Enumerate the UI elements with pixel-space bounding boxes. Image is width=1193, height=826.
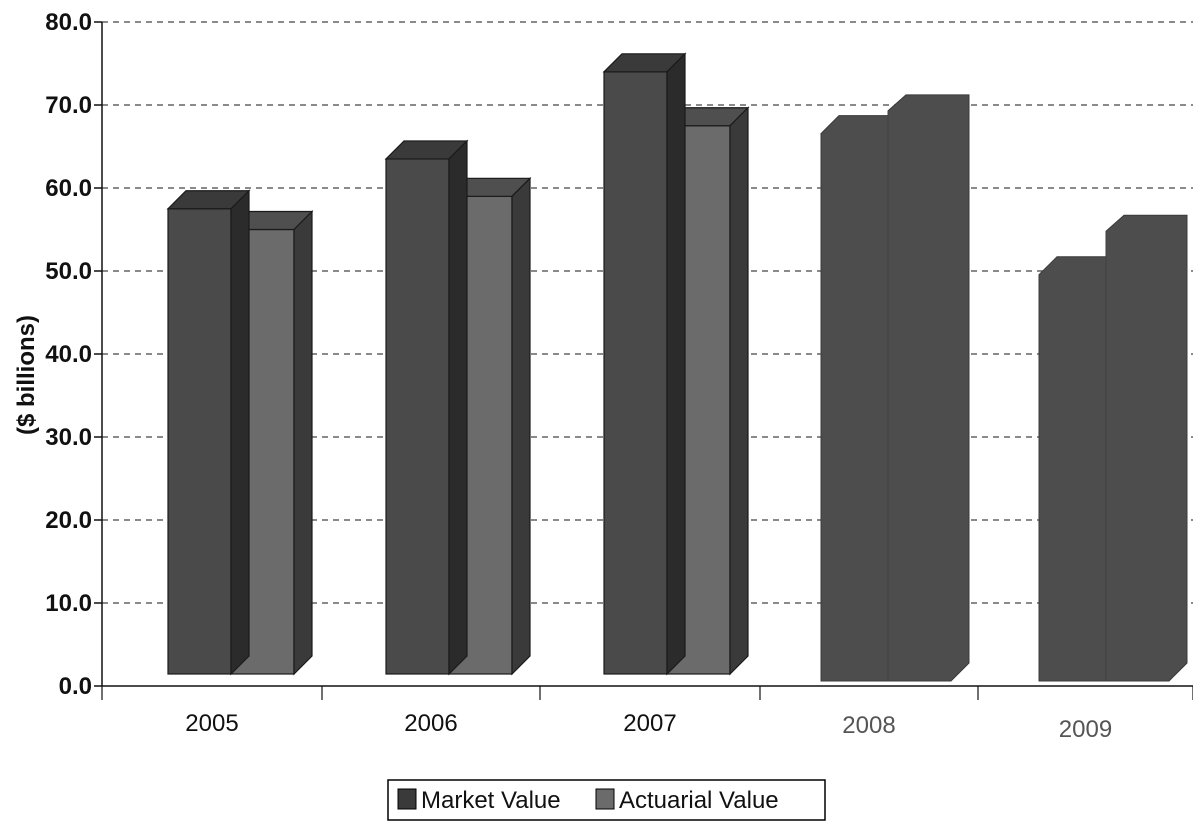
legend-label-market-value: Market Value [421, 787, 561, 814]
bar-actuarial-2005-side [293, 210, 313, 676]
bar-market-2007-side [666, 52, 686, 676]
x-tick-label-2008: 2008 [842, 712, 895, 739]
y-tick-label: 10.0 [45, 590, 92, 617]
y-tick-label: 50.0 [45, 258, 92, 285]
bar-actuarial-2006-side [511, 176, 531, 676]
legend-swatch-market-value [397, 788, 417, 810]
x-tick-label-2005: 2005 [185, 710, 238, 737]
y-axis-label: ($ billions) [13, 315, 40, 435]
y-tick-label: 70.0 [45, 92, 92, 119]
bars [166, 52, 1188, 682]
bar-market-2005-front [167, 208, 232, 675]
y-tick-label: 80.0 [45, 9, 92, 36]
y-tick-label: 30.0 [45, 424, 92, 451]
bar-market-2006-side [448, 139, 468, 676]
bar-market-2007 [602, 52, 687, 676]
y-tick-label: 40.0 [45, 341, 92, 368]
x-tick-label-2009: 2009 [1059, 716, 1112, 743]
bar-market-2006-front [385, 158, 450, 675]
bar-market-2006 [384, 139, 469, 676]
y-tick-label: 60.0 [45, 175, 92, 202]
bar-market-2007-front [603, 71, 668, 675]
x-tick-label-2006: 2006 [404, 710, 457, 737]
y-tick-label: 0.0 [59, 673, 92, 700]
legend-swatch-actuarial-value [595, 788, 615, 810]
x-tick-label-2007: 2007 [623, 710, 676, 737]
bar-market-2005 [166, 189, 251, 676]
bar-actuarial-2007-side [729, 106, 749, 676]
legend-label-actuarial-value: Actuarial Value [619, 787, 779, 814]
axes: 0.0 10.0 20.0 30.0 40.0 50.0 60.0 70.0 80.0 2005 2… [45, 9, 1193, 743]
y-tick-label: 20.0 [45, 507, 92, 534]
bar-group-projected-2009 [1038, 214, 1188, 682]
bar-market-2005-side [230, 189, 250, 676]
legend: Market Value Actuarial Value [387, 779, 826, 821]
bar-group-projected-2008 [820, 94, 970, 682]
